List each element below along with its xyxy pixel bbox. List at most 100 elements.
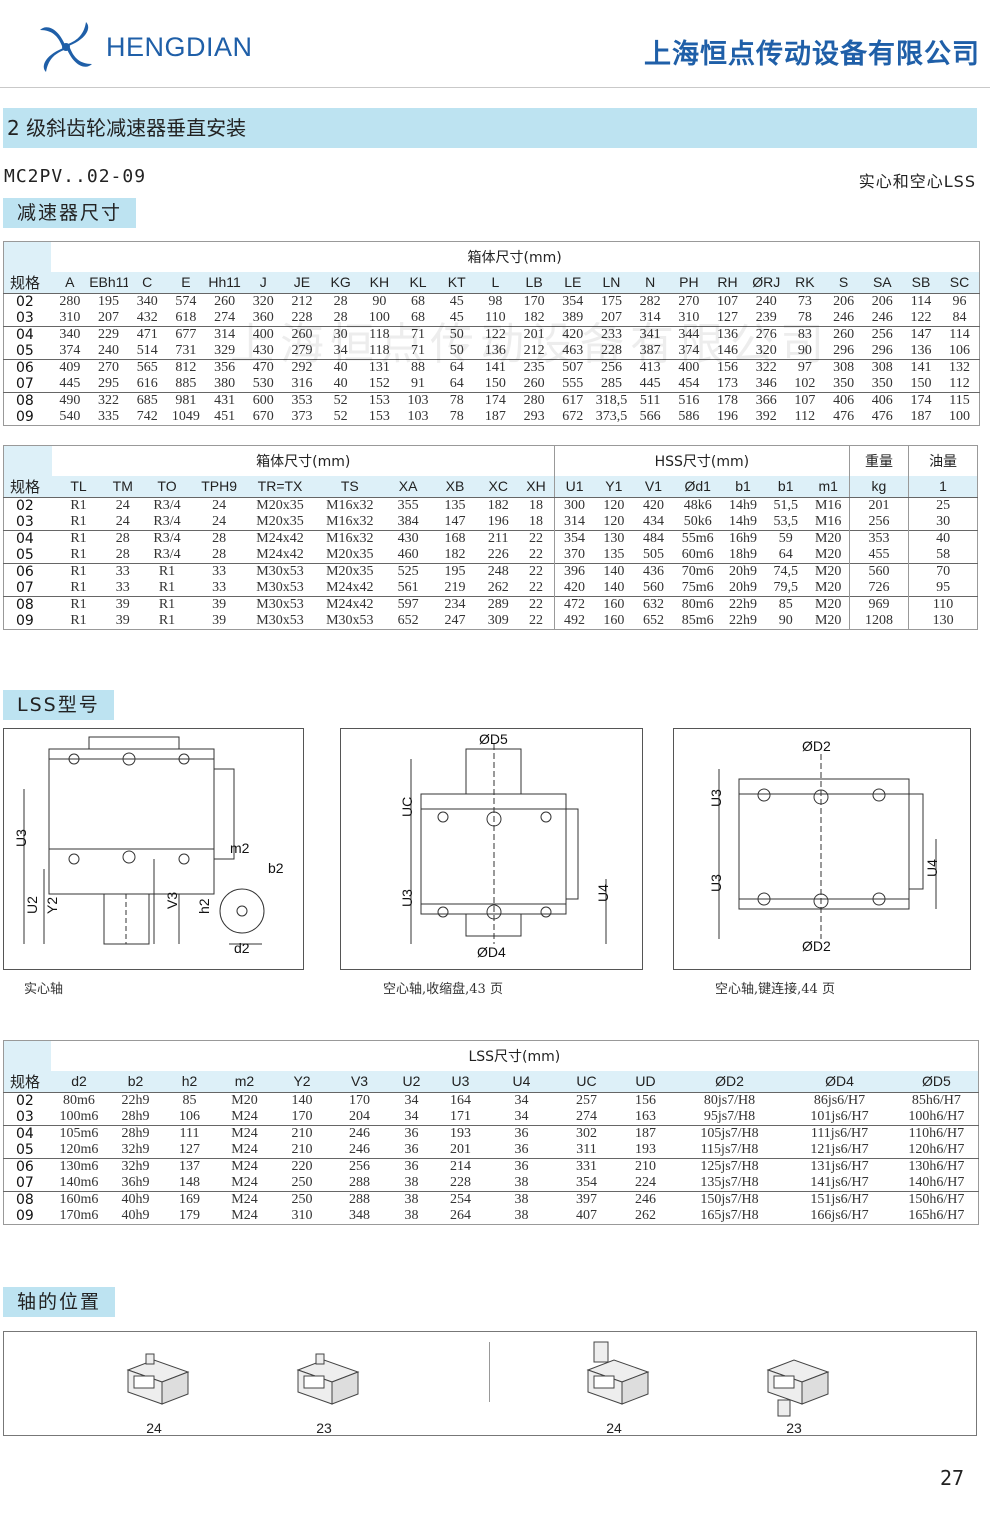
table-cell: 314 <box>639 309 661 325</box>
table-cell: 295 <box>98 375 120 391</box>
table-cell: 70m6 <box>673 562 723 580</box>
table-cell: 472 <box>554 595 595 613</box>
table-cell: 1049 <box>171 408 200 424</box>
table-cell: 566 <box>639 408 661 424</box>
table-cell: 652 <box>397 612 419 628</box>
table-cell: 201 <box>514 325 554 343</box>
table-cell: 75m6 <box>681 579 714 595</box>
table-cell: M24x42 <box>326 579 374 595</box>
table-cell: R1 <box>70 513 87 529</box>
table-cell: 170 <box>291 1108 313 1124</box>
shaft-type: 实心和空心LSS <box>858 172 976 191</box>
shaft-position-box: 24 23 24 23 <box>3 1331 977 1436</box>
table-cell: 90 <box>797 342 812 358</box>
table-cell: 560 <box>848 562 909 580</box>
table-cell: 107 <box>785 391 825 409</box>
size-cell: 09 <box>3 612 53 629</box>
label-b2: b2 <box>268 860 284 876</box>
table-cell: 731 <box>175 342 197 358</box>
table-cell: 103 <box>398 391 438 409</box>
table-cell: 264 <box>450 1207 471 1223</box>
table-cell: M20 <box>231 1092 258 1108</box>
table-cell: 356 <box>205 358 244 376</box>
column-header: V3 <box>330 1070 389 1093</box>
position-label: 23 <box>316 1420 332 1436</box>
page-number: 27 <box>940 1466 965 1490</box>
table-cell: 560 <box>642 579 664 595</box>
table-cell: 136 <box>708 325 747 343</box>
table-cell: 320 <box>252 293 274 309</box>
table-cell: 121js6/H7 <box>810 1141 869 1157</box>
table-cell: 28 <box>115 546 130 562</box>
table-cell: 292 <box>282 358 322 376</box>
table-cell: R1 <box>70 612 87 628</box>
header-blank <box>3 241 51 272</box>
table-cell: R1 <box>158 579 176 595</box>
table-cell: 260 <box>282 325 322 343</box>
table-cell: 340 <box>50 325 90 343</box>
column-header: KT <box>437 271 477 294</box>
table-row: 09 540 335 742 1049 451 670 373 52 153 103 78 187 293… <box>3 408 980 425</box>
table-cell: 430 <box>384 529 432 547</box>
table-cell: 120 <box>603 497 625 513</box>
table-cell: 471 <box>127 325 167 343</box>
table-cell: 88 <box>398 358 438 376</box>
table-cell: 175 <box>600 293 622 309</box>
table-cell: 24 <box>212 513 227 529</box>
size-cell: 06 <box>3 562 53 580</box>
column-header: 规格 <box>3 1070 51 1093</box>
table-cell: M20 <box>814 546 842 562</box>
table-cell: 228 <box>291 309 313 325</box>
tab-reducer-dims: 减速器尺寸 <box>3 198 137 228</box>
column-header: Hh11 <box>205 271 244 294</box>
table-cell: 140 <box>291 1092 313 1108</box>
label-d2-top: ØD2 <box>802 738 831 754</box>
table-cell: R3/4 <box>153 546 181 562</box>
table-cell: 36 <box>486 1157 557 1175</box>
table-cell: 84 <box>952 309 967 325</box>
table-cell: 632 <box>633 595 674 613</box>
table-cell: 374 <box>59 342 81 358</box>
table-cell: 71 <box>398 325 438 343</box>
table-cell: M20x35 <box>314 562 385 580</box>
table-cell: 597 <box>384 595 432 613</box>
table-cell: 127 <box>179 1141 200 1157</box>
column-header: TL <box>52 475 105 498</box>
table-cell: 115 <box>940 391 980 409</box>
table-cell: 100m6 <box>59 1108 99 1124</box>
table-cell: 20h9 <box>722 562 764 580</box>
table-cell: 387 <box>639 342 661 358</box>
column-header: C <box>127 271 167 294</box>
size-cell: 09 <box>3 1207 51 1224</box>
column-header: PH <box>669 271 709 294</box>
label-v3: V3 <box>164 892 180 909</box>
table-cell: 36 <box>388 1157 435 1175</box>
table-cell: 726 <box>848 579 909 596</box>
table-cell: 45 <box>449 309 464 325</box>
table-cell: 25 <box>908 497 978 514</box>
company-name: 上海恒点传动设备有限公司 <box>644 39 980 70</box>
table-cell: 45 <box>449 293 464 309</box>
column-header: XH <box>518 475 555 498</box>
table-cell: 187 <box>616 1124 675 1142</box>
table-cell: 22 <box>529 546 544 562</box>
table-cell: M24 <box>231 1207 258 1223</box>
table-cell: 28 <box>333 309 348 325</box>
table-cell: 320 <box>755 342 777 358</box>
table-cell: R3/4 <box>153 513 181 529</box>
table-cell: 156 <box>635 1092 656 1108</box>
table-cell: 969 <box>848 595 909 613</box>
table-cell: 24 <box>212 497 227 513</box>
table-cell: 36h9 <box>121 1174 150 1190</box>
table-cell: 106 <box>179 1108 200 1124</box>
gearbox-icon <box>586 1341 650 1405</box>
table-cell: 250 <box>291 1174 313 1190</box>
table-cell: 525 <box>384 562 432 580</box>
table-cell: 329 <box>214 342 236 358</box>
table-cell: 239 <box>755 309 777 325</box>
table-cell: 335 <box>98 408 120 424</box>
column-header: SC <box>940 271 980 294</box>
table-cell: 53,5 <box>773 513 798 529</box>
column-header: XC <box>478 475 519 498</box>
column-header: ØD4 <box>784 1070 895 1093</box>
